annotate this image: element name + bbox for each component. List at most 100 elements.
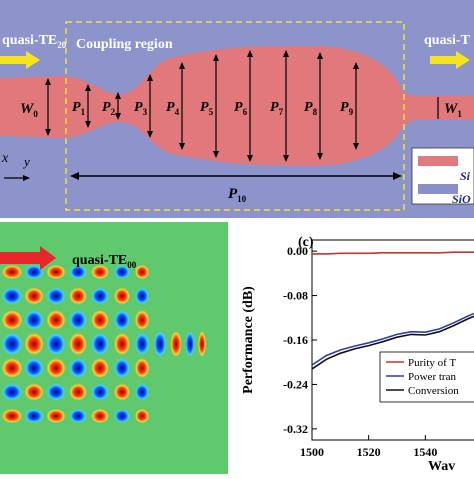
y-tick-label: -0.32: [283, 422, 308, 436]
x-tick-label: 1540: [413, 445, 437, 459]
field-lobe: [68, 332, 88, 356]
section-label-1: P1: [72, 100, 86, 117]
field-lobe: [23, 309, 45, 331]
section-arrow-head: [317, 52, 323, 59]
performance-chart: (c) Performance (dB) Wav 0.00 -0.08 -0.16 -…: [228, 222, 474, 474]
y-axis-label: Performance (dB): [241, 286, 256, 394]
field-lobe: [45, 408, 67, 424]
w1-label: W1: [444, 101, 462, 119]
field-lobe: [134, 357, 150, 379]
field-pattern: [0, 264, 207, 424]
performance-chart-panel: (c) Performance (dB) Wav 0.00 -0.08 -0.16 -…: [228, 222, 474, 474]
x-tick-label: 1520: [357, 445, 381, 459]
field-lobe: [134, 286, 150, 306]
field-lobe: [134, 264, 150, 280]
field-lobe: [134, 408, 150, 424]
p10-arrow-head-left: [70, 172, 79, 180]
section-arrow-head: [247, 155, 253, 162]
device-schematic: Coupling region quasi-TE20 quasi-T W0 W1…: [0, 0, 474, 218]
coupling-region-label: Coupling region: [76, 37, 173, 52]
field-lobe: [23, 264, 45, 280]
input-arrow-icon: [0, 51, 40, 69]
legend-sio2-label: SiO: [452, 192, 471, 206]
field-lobe: [23, 382, 45, 402]
section-width-arrows: P1 P2 P3 P4 P5 P6 P7 P8 P9: [72, 50, 359, 162]
field-lobe: [90, 332, 110, 356]
series-line-1: [312, 251, 474, 255]
section-arrow-head: [317, 153, 323, 160]
field-lobe: [0, 357, 24, 379]
field-lobe: [113, 408, 131, 424]
field-lobe: [68, 264, 88, 280]
w0-arrow-head-top: [45, 78, 51, 85]
field-lobe: [23, 408, 45, 424]
field-lobe: [197, 330, 207, 358]
field-lobe: [23, 286, 45, 306]
output-arrow-icon: [430, 51, 470, 69]
field-lobe: [68, 408, 88, 424]
field-lobe: [90, 408, 110, 424]
chart-background: [228, 222, 474, 474]
section-arrow-head: [147, 74, 153, 81]
field-lobe: [0, 286, 24, 306]
section-label-2: P2: [102, 100, 116, 117]
section-arrow-head: [147, 131, 153, 138]
field-lobe: [113, 382, 131, 402]
output-mode-label: quasi-T: [424, 33, 471, 48]
section-arrow-head: [213, 54, 219, 61]
section-arrow-head: [283, 155, 289, 162]
field-lobe: [90, 382, 110, 402]
section-arrow-head: [115, 92, 121, 99]
section-label-7: P7: [270, 100, 284, 117]
field-lobe: [90, 286, 110, 306]
field-lobe: [45, 286, 67, 306]
field-lobe: [68, 382, 88, 402]
section-arrow-head: [179, 143, 185, 150]
x-axis-label: Wav: [428, 459, 455, 474]
axis-y-label: y: [22, 154, 30, 169]
field-lobe: [68, 286, 88, 306]
mode-label: quasi-TE00: [72, 253, 137, 270]
field-lobe: [113, 309, 131, 331]
section-arrow-head: [247, 50, 253, 57]
field-lobe: [153, 330, 167, 358]
p10-label: P10: [228, 186, 247, 204]
axis-ticks: 0.00 -0.08 -0.16 -0.24 -0.32 1500 1520 1540: [283, 244, 437, 459]
chart-legend-entries: Purity of T Power tran Conversion: [386, 357, 459, 397]
field-lobe: [90, 264, 110, 280]
legend-sio2-swatch: [418, 184, 458, 194]
series-line-2: [311, 312, 474, 366]
input-mode-label: quasi-TE20: [2, 33, 67, 50]
section-label-8: P8: [304, 100, 318, 117]
field-lobe: [0, 264, 24, 280]
field-lobe: [23, 357, 45, 379]
field-lobe: [23, 332, 45, 356]
y-tick-label: 0.00: [287, 244, 308, 258]
field-lobe: [113, 286, 131, 306]
section-label-5: P5: [200, 100, 214, 117]
field-lobe: [45, 264, 67, 280]
field-lobe: [113, 332, 131, 356]
field-lobe: [184, 330, 196, 358]
field-lobe: [45, 309, 67, 331]
section-arrow-head: [353, 62, 359, 69]
field-lobe: [0, 382, 24, 402]
field-lobe: [90, 357, 110, 379]
field-lobe: [134, 382, 150, 402]
field-lobe: [68, 309, 88, 331]
field-lobe: [68, 357, 88, 379]
legend-si-label: Si: [460, 169, 471, 183]
section-label-9: P9: [340, 100, 354, 117]
field-lobe: [113, 357, 131, 379]
y-tick-label: -0.24: [283, 377, 308, 391]
field-lobe: [0, 408, 24, 424]
p10-arrow-head-right: [393, 172, 402, 180]
y-tick-label: -0.16: [283, 333, 308, 347]
w0-label: W0: [20, 101, 38, 119]
field-lobe: [0, 309, 24, 331]
series-lines: [311, 251, 474, 370]
section-arrow-head: [115, 113, 121, 120]
field-lobe: [170, 330, 182, 358]
series-line-3: [311, 315, 474, 370]
field-plot: quasi-TE00 0.70.3-0.1-0.5-0.9: [0, 222, 268, 474]
